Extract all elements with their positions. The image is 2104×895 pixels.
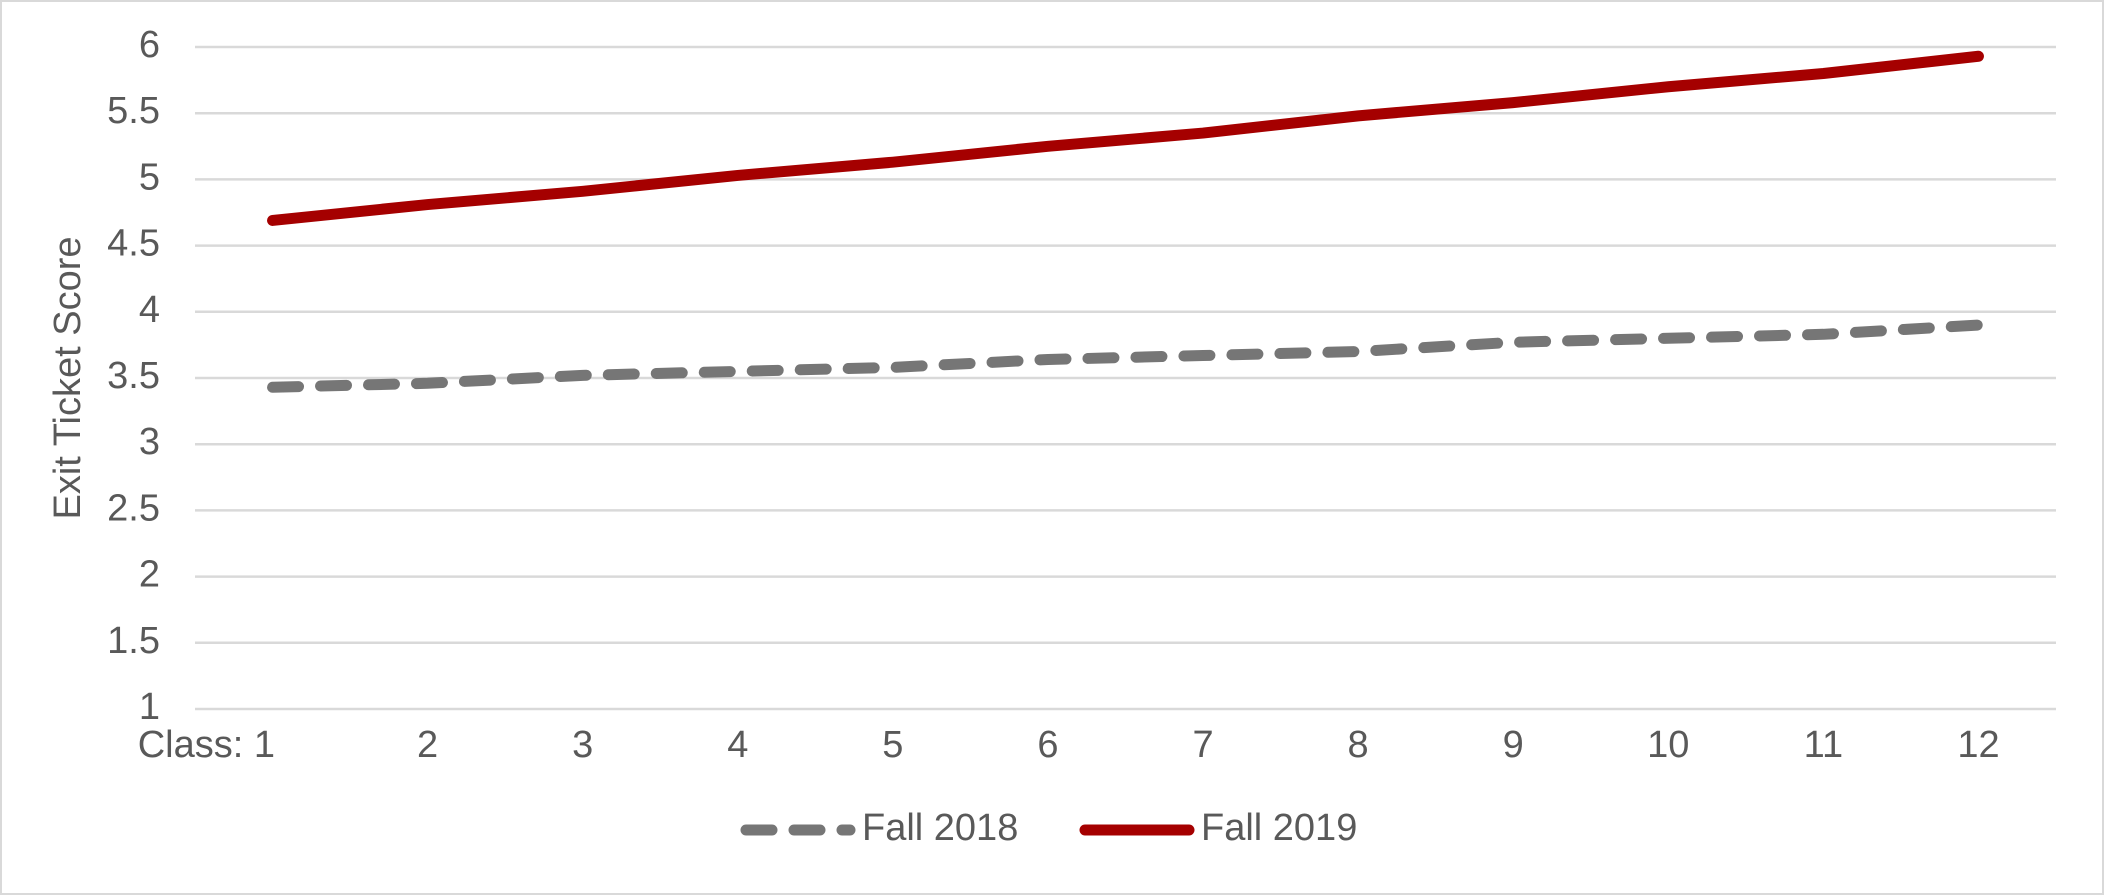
x-tick-label: 8 (1348, 724, 1369, 766)
y-axis-label: Exit Ticket Score (47, 237, 89, 520)
y-tick-label: 6 (139, 24, 160, 66)
data-line (267, 50, 1984, 226)
x-tick-label: 7 (1192, 724, 1213, 766)
x-tick-label: 5 (882, 724, 903, 766)
legend-label: Fall 2018 (862, 807, 1018, 849)
x-tick-label: 12 (1957, 724, 1999, 766)
x-tick-label: 9 (1503, 724, 1524, 766)
data-line (267, 319, 1984, 393)
y-tick-label: 3 (139, 421, 160, 463)
y-tick-label: 2.5 (107, 487, 160, 529)
y-tick-label: 1 (139, 686, 160, 728)
y-tick-label: 5.5 (107, 90, 160, 132)
x-tick-label: 3 (572, 724, 593, 766)
x-tick-label: 6 (1037, 724, 1058, 766)
y-tick-label: 1.5 (107, 620, 160, 662)
y-tick-label: 4.5 (107, 223, 160, 265)
x-tick-label: 2 (417, 724, 438, 766)
y-tick-label: 2 (139, 554, 160, 596)
y-tick-label: 4 (139, 289, 160, 331)
y-tick-label: 3.5 (107, 355, 160, 397)
y-tick-label: 5 (139, 156, 160, 198)
x-tick-label: 10 (1647, 724, 1689, 766)
x-tick-label: Class: 1 (138, 724, 275, 766)
x-tick-label: 4 (727, 724, 748, 766)
legend-label: Fall 2019 (1201, 807, 1357, 849)
x-tick-label: 11 (1804, 724, 1843, 766)
